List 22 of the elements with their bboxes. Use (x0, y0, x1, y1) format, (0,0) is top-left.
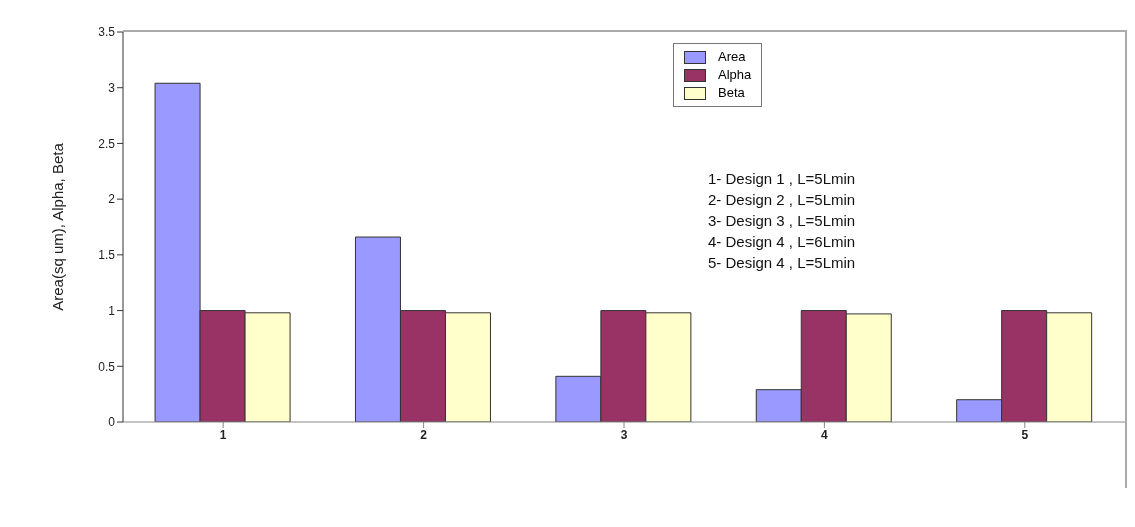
annotation: 5- Design 4 , L=5Lmin (708, 253, 856, 273)
y-tick-label: 0 (108, 415, 116, 430)
x-tick-label: 4 (821, 427, 829, 442)
y-tick-label: 1 (108, 303, 116, 318)
y-axis-title: Area(sq um), Alpha, Beta (49, 142, 67, 311)
x-tick-label: 2 (420, 427, 428, 442)
annotation: 2- Design 2 , L=5Lmin (708, 190, 856, 210)
legend-label: Alpha (718, 66, 752, 84)
annotation: 1- Design 1 , L=5Lmin (708, 169, 856, 189)
y-tick-label: 3.5 (98, 25, 116, 40)
y-tick-label: 1.5 (98, 248, 116, 263)
annotation: 3- Design 3 , L=5Lmin (708, 211, 856, 231)
y-tick-label: 2.5 (98, 136, 116, 151)
y-tick-label: 2 (108, 192, 116, 207)
x-tick-label: 1 (219, 427, 227, 442)
y-tick-label: 3 (108, 80, 116, 95)
x-tick-label: 3 (620, 427, 628, 442)
legend-label: Beta (718, 84, 745, 102)
x-tick-label: 5 (1021, 427, 1029, 442)
annotation: 4- Design 4 , L=6Lmin (708, 232, 856, 252)
y-tick-label: 0.5 (98, 359, 116, 374)
legend-label: Area (718, 48, 746, 66)
